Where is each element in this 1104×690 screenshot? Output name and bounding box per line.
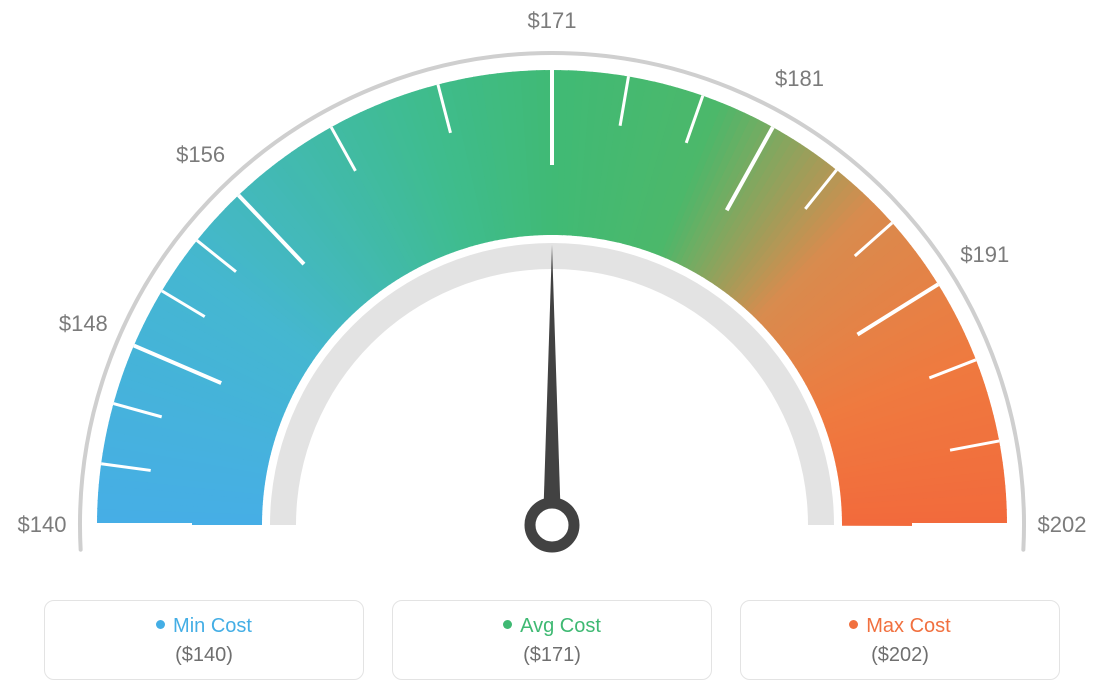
legend-title: Avg Cost <box>403 615 701 638</box>
legend-value: ($202) <box>751 644 1049 667</box>
gauge-tick-label: $181 <box>775 66 824 92</box>
gauge-tick-label: $202 <box>1038 512 1087 538</box>
legend-card: Min Cost ($140) <box>44 600 364 680</box>
legend-title: Max Cost <box>751 615 1049 638</box>
legend-card: Max Cost ($202) <box>740 600 1060 680</box>
gauge-tick-label: $148 <box>59 311 108 337</box>
gauge-chart: $140 $148 $156 $171 $181 $191 $202 <box>0 0 1104 560</box>
gauge-tick-label: $171 <box>528 8 577 34</box>
gauge-tick-label: $156 <box>176 142 225 168</box>
legend-value: ($171) <box>403 644 701 667</box>
legend-dot <box>156 620 165 629</box>
legend-title: Min Cost <box>55 615 353 638</box>
gauge-tick-label: $191 <box>960 242 1009 268</box>
gauge-svg <box>0 0 1104 560</box>
gauge-needle <box>543 245 561 525</box>
legend-dot <box>849 620 858 629</box>
legend-title-text: Avg Cost <box>520 615 601 637</box>
legend-row: Min Cost ($140) Avg Cost ($171) Max Cost ($20… <box>0 600 1104 680</box>
legend-dot <box>503 620 512 629</box>
gauge-tick-label: $140 <box>18 512 67 538</box>
legend-title-text: Min Cost <box>173 615 252 637</box>
gauge-needle-hub <box>530 503 574 547</box>
legend-value: ($140) <box>55 644 353 667</box>
legend-card: Avg Cost ($171) <box>392 600 712 680</box>
legend-title-text: Max Cost <box>866 615 950 637</box>
